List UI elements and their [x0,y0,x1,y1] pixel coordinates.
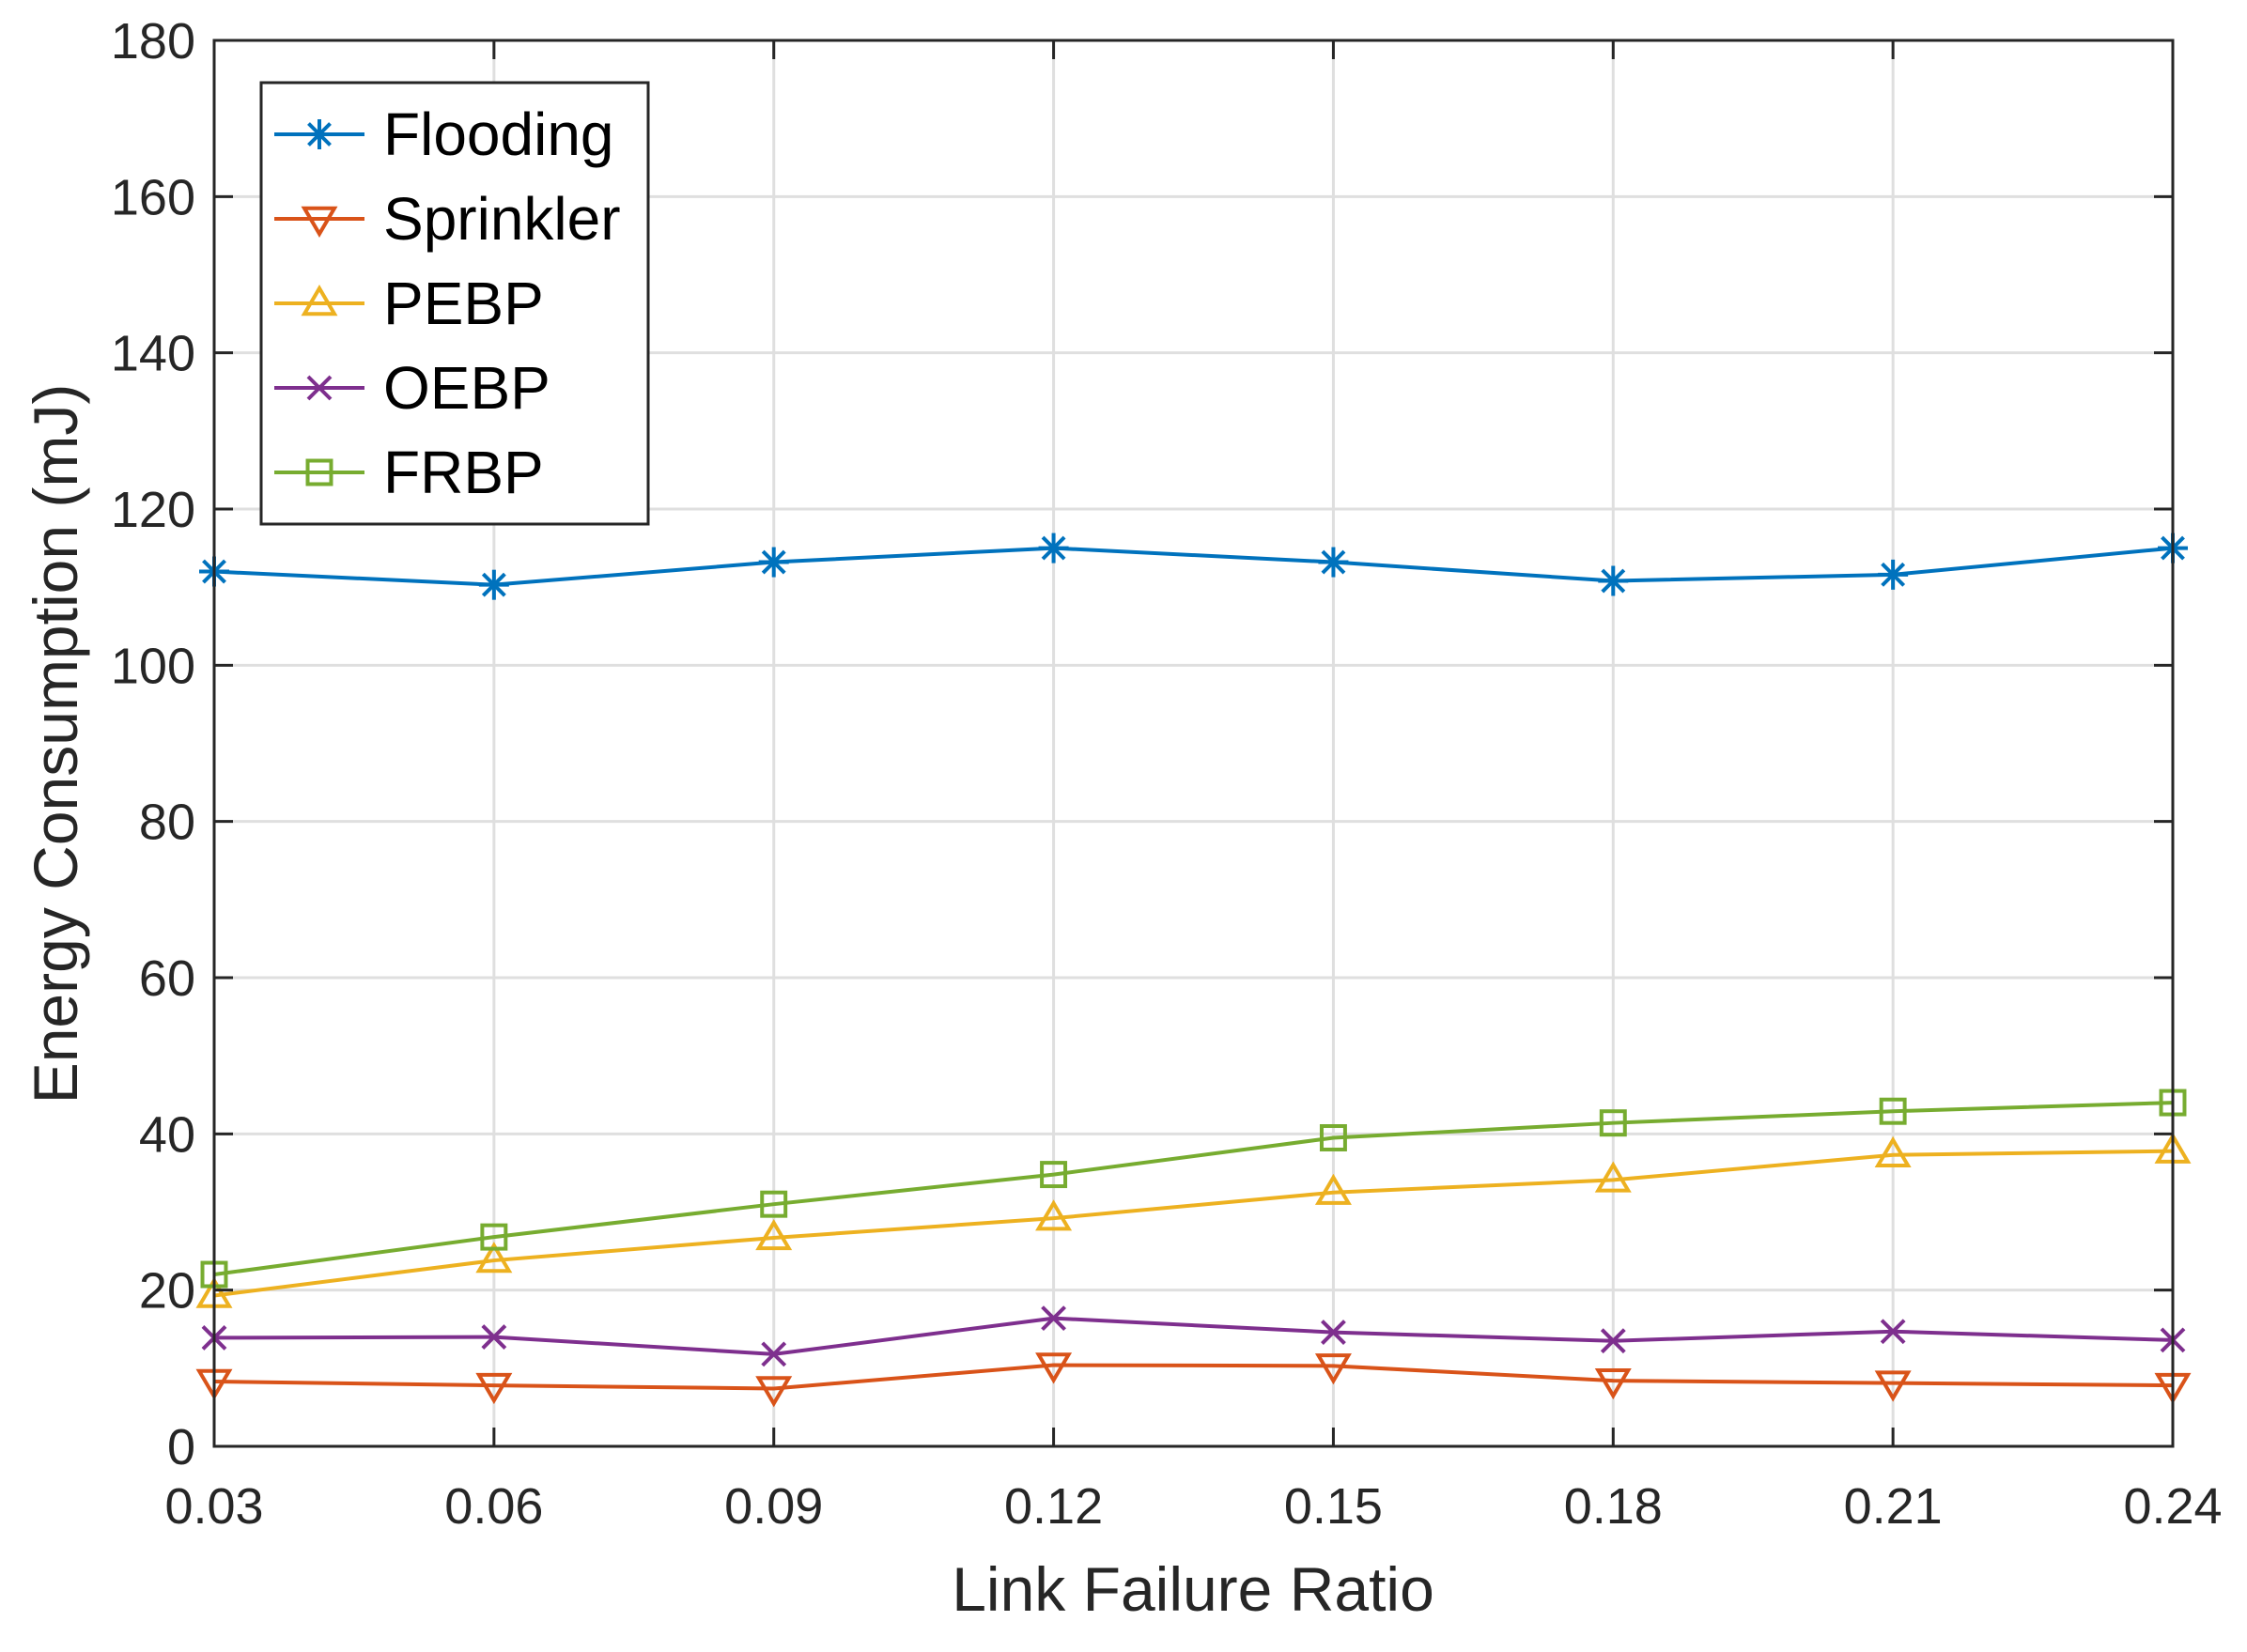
series-sprinkler [195,1352,2192,1408]
y-tick-label: 120 [111,482,195,538]
data-point-marker [761,1341,787,1367]
data-point-marker [1874,1370,1912,1402]
x-tick-label: 0.15 [1284,1478,1383,1535]
data-point-marker [304,119,334,149]
data-point-marker [1318,547,1349,578]
data-point-marker [475,1242,513,1274]
data-point-marker [1035,1199,1073,1231]
data-point-marker [1594,1367,1632,1400]
data-point-marker [301,206,338,238]
y-tick-label: 140 [111,326,195,382]
data-point-marker [1321,1320,1346,1345]
data-point-marker [1600,1328,1626,1354]
y-tick-label: 80 [139,795,195,851]
data-point-marker [760,1190,788,1218]
series-line [213,1101,2174,1277]
data-point-marker [1598,565,1629,596]
legend-entry: FRBP [274,439,544,506]
legend-entry: OEBP [274,354,550,422]
legend-entry: Sprinkler [274,185,621,253]
y-tick-label: 160 [111,169,195,225]
axes [212,39,2175,1448]
x-axis-label: Link Failure Ratio [952,1554,1434,1624]
x-tick-label: 0.12 [1004,1478,1103,1535]
y-tick-label: 60 [139,950,195,1007]
data-point-marker [306,375,333,401]
y-tick-label: 0 [167,1419,195,1475]
data-point-marker [758,547,789,578]
data-point-marker [755,1376,793,1408]
legend: Flooding Sprinkler PEBP OEBP FRBP [259,81,650,526]
data-point-marker [478,569,509,600]
x-tick-label: 0.21 [1844,1478,1943,1535]
x-tick-label: 0.09 [724,1478,823,1535]
x-tick-label: 0.18 [1564,1478,1663,1535]
data-point-marker [305,458,333,486]
y-axis-label: Energy Consumption (mJ) [21,384,90,1104]
y-tick-label: 40 [139,1106,195,1163]
data-point-marker [481,1324,507,1350]
data-point-marker [1040,1161,1068,1189]
data-point-marker [1878,559,1909,590]
data-point-marker [1038,533,1069,564]
data-point-marker [301,285,338,317]
data-point-marker [1594,1161,1632,1193]
x-tick-label: 0.24 [2123,1478,2222,1535]
legend-entry: Flooding [274,100,614,168]
axes-box [212,39,2175,1448]
series-line [213,546,2174,587]
data-point-marker [475,1372,513,1405]
data-point-marker [1314,1353,1352,1385]
legend-label: Sprinkler [383,185,621,253]
data-point-marker [755,1219,793,1251]
series-line [213,1316,2174,1356]
data-point-marker [1880,1319,1906,1345]
y-tick-label: 180 [111,13,195,69]
data-point-marker [1041,1305,1066,1332]
legend-label: Flooding [383,100,614,168]
data-point-marker [1599,1109,1627,1137]
data-point-marker [1879,1097,1907,1125]
data-point-marker [1035,1352,1073,1384]
legend-label: OEBP [383,354,550,422]
y-tick-labels: 0 20 40 60 80 100 120 140 160 180 [111,13,195,1475]
legend-label: PEBP [383,270,544,337]
data-point-marker [1314,1173,1352,1205]
data-point-marker [1874,1135,1912,1167]
legend-entry: PEBP [274,270,544,337]
data-point-marker [1319,1124,1347,1151]
series-line [213,1149,2174,1298]
x-tick-label: 0.03 [164,1478,263,1535]
y-tick-label: 100 [111,638,195,694]
data-point-marker [480,1223,508,1251]
series-line [213,1363,2174,1391]
legend-label: FRBP [383,439,544,506]
x-tick-label: 0.06 [444,1478,543,1535]
y-tick-label: 20 [139,1263,195,1320]
x-tick-labels: 0.03 0.06 0.09 0.12 0.15 0.18 0.21 0.24 [164,1478,2222,1535]
